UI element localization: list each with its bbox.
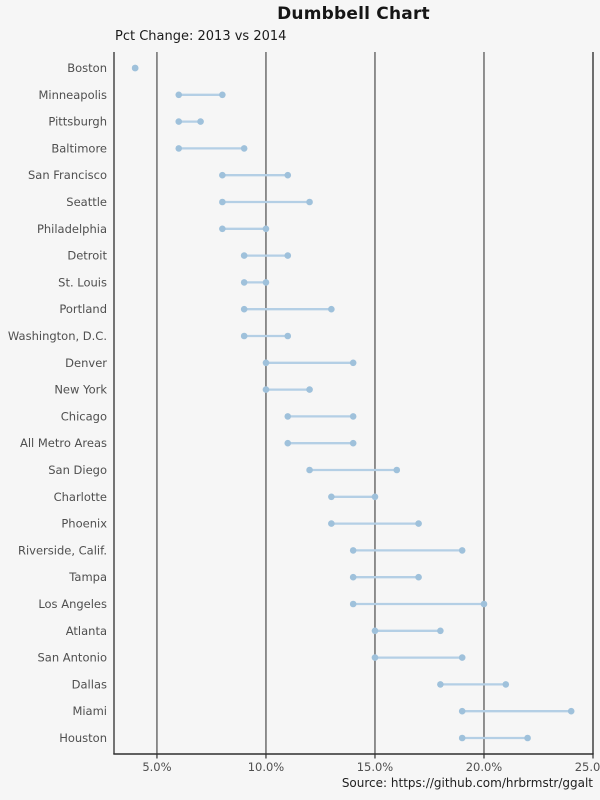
y-axis-label: Tampa bbox=[68, 570, 107, 584]
dumbbell-end-dot bbox=[393, 466, 401, 474]
y-axis-label: Charlotte bbox=[54, 490, 107, 504]
dumbbell-end-dot bbox=[284, 252, 292, 259]
dumbbell-end-dot bbox=[415, 573, 422, 581]
dumbbell-start-dot bbox=[349, 573, 357, 581]
dumbbell-start-dot bbox=[240, 332, 248, 340]
chart-title: Dumbbell Chart bbox=[277, 4, 430, 24]
x-axis-tick-label: 20.0% bbox=[466, 760, 503, 774]
dumbbell-start-dot bbox=[219, 171, 226, 179]
y-axis-label: All Metro Areas bbox=[20, 436, 107, 450]
dumbbell-end-dot bbox=[197, 118, 204, 125]
dumbbell-end-dot bbox=[131, 64, 139, 72]
dumbbell-start-dot bbox=[306, 466, 313, 474]
dumbbell-end-dot bbox=[415, 520, 422, 527]
dumbbell-end-dot bbox=[240, 145, 248, 152]
dumbbell-start-dot bbox=[349, 600, 357, 608]
dumbbell-start-dot bbox=[328, 493, 335, 501]
dumbbell-end-dot bbox=[502, 681, 510, 688]
y-axis-label: Pittsburgh bbox=[48, 115, 107, 129]
dumbbell-start-dot bbox=[240, 252, 248, 259]
y-axis-label: Denver bbox=[65, 356, 107, 370]
dumbbell-end-dot bbox=[437, 627, 444, 635]
y-axis-label: San Diego bbox=[48, 463, 107, 477]
dumbbell-start-dot bbox=[219, 198, 226, 206]
y-axis-label: Philadelphia bbox=[37, 222, 107, 236]
dumbbell-end-dot bbox=[480, 600, 488, 608]
y-axis-label: St. Louis bbox=[58, 275, 107, 289]
y-axis-label: Washington, D.C. bbox=[8, 329, 107, 343]
dumbbell-end-dot bbox=[306, 386, 313, 393]
y-axis-label: Portland bbox=[59, 302, 107, 316]
dumbbell-end-dot bbox=[284, 332, 292, 340]
source-caption: Source: https://github.com/hrbrmstr/ggal… bbox=[341, 776, 593, 790]
y-axis-label: Los Angeles bbox=[38, 597, 107, 611]
y-axis-label: Miami bbox=[72, 704, 107, 718]
dumbbell-end-dot bbox=[284, 171, 292, 179]
y-axis-label: Phoenix bbox=[61, 517, 107, 531]
dumbbell-start-dot bbox=[175, 91, 183, 99]
y-axis-label: Dallas bbox=[72, 677, 107, 691]
y-axis-label: Seattle bbox=[66, 195, 107, 209]
dumbbell-end-dot bbox=[567, 707, 575, 715]
dumbbell-start-dot bbox=[437, 681, 444, 688]
dumbbell-start-dot bbox=[458, 707, 466, 715]
dumbbell-start-dot bbox=[371, 654, 379, 661]
y-axis-label: Detroit bbox=[67, 249, 107, 263]
x-axis-tick-label: 15.0% bbox=[357, 760, 394, 774]
dumbbell-start-dot bbox=[240, 305, 248, 313]
x-axis-tick-label: 25.0% bbox=[575, 760, 600, 774]
dumbbell-start-dot bbox=[284, 413, 292, 420]
dumbbell-start-dot bbox=[219, 225, 226, 233]
y-axis-label: New York bbox=[54, 383, 107, 397]
dumbbell-start-dot bbox=[175, 145, 183, 152]
dumbbell-end-dot bbox=[458, 654, 466, 661]
dumbbell-end-dot bbox=[349, 413, 357, 420]
dumbbell-end-dot bbox=[262, 225, 270, 233]
dumbbell-end-dot bbox=[371, 493, 379, 501]
dumbbell-end-dot bbox=[262, 279, 270, 286]
dumbbell-end-dot bbox=[524, 734, 531, 742]
y-axis-label: Chicago bbox=[61, 409, 107, 423]
dumbbell-start-dot bbox=[371, 627, 379, 635]
dumbbell-start-dot bbox=[458, 734, 466, 742]
dumbbell-start-dot bbox=[262, 386, 270, 393]
dumbbell-start-dot bbox=[328, 520, 335, 527]
dumbbell-start-dot bbox=[349, 547, 357, 554]
dumbbell-start-dot bbox=[262, 359, 270, 367]
dumbbell-end-dot bbox=[219, 91, 226, 99]
dumbbell-start-dot bbox=[284, 439, 292, 447]
y-axis-label: Houston bbox=[59, 731, 107, 745]
dumbbell-start-dot bbox=[240, 279, 248, 286]
dumbbell-start-dot bbox=[175, 118, 183, 125]
y-axis-label: Boston bbox=[67, 61, 107, 75]
dumbbell-end-dot bbox=[349, 359, 357, 367]
y-axis-label: San Francisco bbox=[28, 168, 107, 182]
chart-subtitle: Pct Change: 2013 vs 2014 bbox=[115, 29, 287, 44]
y-axis-label: Riverside, Calif. bbox=[18, 543, 107, 557]
y-axis-label: San Antonio bbox=[37, 651, 107, 665]
y-axis-label: Atlanta bbox=[66, 624, 107, 638]
dumbbell-end-dot bbox=[458, 547, 466, 554]
x-axis-tick-label: 5.0% bbox=[142, 760, 171, 774]
dumbbell-end-dot bbox=[306, 198, 313, 206]
y-axis-label: Minneapolis bbox=[38, 88, 107, 102]
y-axis-label: Baltimore bbox=[51, 141, 107, 155]
x-axis-tick-label: 10.0% bbox=[248, 760, 285, 774]
dumbbell-end-dot bbox=[328, 305, 335, 313]
dumbbell-end-dot bbox=[349, 439, 357, 447]
